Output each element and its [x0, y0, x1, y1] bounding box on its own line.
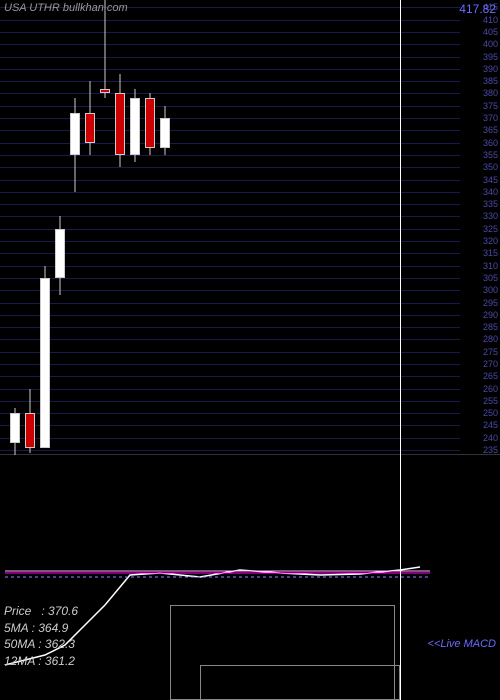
y-axis-label: 385 — [483, 76, 498, 86]
y-axis-label: 255 — [483, 396, 498, 406]
grid-line — [0, 204, 460, 205]
y-axis-label: 270 — [483, 359, 498, 369]
grid-line — [0, 450, 460, 451]
grid-line — [0, 401, 460, 402]
y-axis-label: 310 — [483, 261, 498, 271]
grid-line — [0, 155, 460, 156]
y-axis-label: 360 — [483, 138, 498, 148]
grid-line — [0, 69, 460, 70]
grid-line — [0, 290, 460, 291]
macd-label: <<Live MACD — [428, 638, 496, 650]
grid-line — [0, 118, 460, 119]
y-axis-label: 240 — [483, 433, 498, 443]
y-axis-label: 260 — [483, 384, 498, 394]
grid-line — [0, 180, 460, 181]
y-axis-label: 350 — [483, 162, 498, 172]
y-axis-label: 265 — [483, 371, 498, 381]
y-axis-label: 400 — [483, 39, 498, 49]
grid-line — [0, 352, 460, 353]
y-axis-label: 375 — [483, 101, 498, 111]
grid-line — [0, 216, 460, 217]
box-outline — [200, 665, 400, 700]
grid-line — [0, 278, 460, 279]
info-50ma: 50MA : 362.3 — [4, 636, 78, 653]
grid-line — [0, 253, 460, 254]
grid-line — [0, 143, 460, 144]
stock-chart: USA UTHR bullkhan.com 417.82 41541040540… — [0, 0, 500, 700]
chart-header: USA UTHR bullkhan.com — [4, 2, 128, 14]
crosshair-vertical — [400, 0, 401, 700]
y-axis-label: 410 — [483, 15, 498, 25]
y-axis-label: 295 — [483, 298, 498, 308]
grid-line — [0, 438, 460, 439]
y-axis-label: 235 — [483, 445, 498, 455]
grid-line — [0, 389, 460, 390]
top-price: 417.82 — [459, 2, 496, 16]
grid-line — [0, 20, 460, 21]
y-axis-label: 370 — [483, 113, 498, 123]
grid-line — [0, 57, 460, 58]
y-axis-label: 365 — [483, 125, 498, 135]
y-axis-label: 390 — [483, 64, 498, 74]
grid-line — [0, 229, 460, 230]
grid-line — [0, 339, 460, 340]
y-axis-label: 380 — [483, 88, 498, 98]
grid-line — [0, 81, 460, 82]
info-12ma: 12MA : 361.2 — [4, 653, 78, 670]
info-price: Price : 370.6 — [4, 603, 78, 620]
y-axis-label: 345 — [483, 175, 498, 185]
y-axis-label: 275 — [483, 347, 498, 357]
y-axis-label: 305 — [483, 273, 498, 283]
grid-line — [0, 44, 460, 45]
y-axis-label: 330 — [483, 211, 498, 221]
grid-line — [0, 315, 460, 316]
y-axis-label: 250 — [483, 408, 498, 418]
grid-line — [0, 303, 460, 304]
y-axis-label: 335 — [483, 199, 498, 209]
grid-line — [0, 364, 460, 365]
y-axis-label: 340 — [483, 187, 498, 197]
grid-line — [0, 32, 460, 33]
grid-line — [0, 376, 460, 377]
grid-line — [0, 266, 460, 267]
ticker-label: USA UTHR bullkhan.com — [4, 2, 128, 14]
y-axis-label: 245 — [483, 420, 498, 430]
candlestick-panel[interactable]: 4154104054003953903853803753703653603553… — [0, 0, 500, 455]
grid-line — [0, 93, 460, 94]
grid-line — [0, 106, 460, 107]
y-axis-label: 280 — [483, 334, 498, 344]
grid-line — [0, 130, 460, 131]
grid-line — [0, 241, 460, 242]
y-axis-label: 395 — [483, 52, 498, 62]
grid-line — [0, 413, 460, 414]
y-axis-label: 285 — [483, 322, 498, 332]
y-axis-label: 320 — [483, 236, 498, 246]
grid-line — [0, 327, 460, 328]
info-box: Price : 370.6 5MA : 364.9 50MA : 362.3 1… — [4, 603, 78, 670]
info-5ma: 5MA : 364.9 — [4, 620, 78, 637]
grid-line — [0, 425, 460, 426]
y-axis-label: 315 — [483, 248, 498, 258]
y-axis-label: 405 — [483, 27, 498, 37]
y-axis-label: 325 — [483, 224, 498, 234]
y-axis-label: 300 — [483, 285, 498, 295]
grid-line — [0, 192, 460, 193]
y-axis-label: 290 — [483, 310, 498, 320]
grid-line — [0, 167, 460, 168]
y-axis-label: 355 — [483, 150, 498, 160]
